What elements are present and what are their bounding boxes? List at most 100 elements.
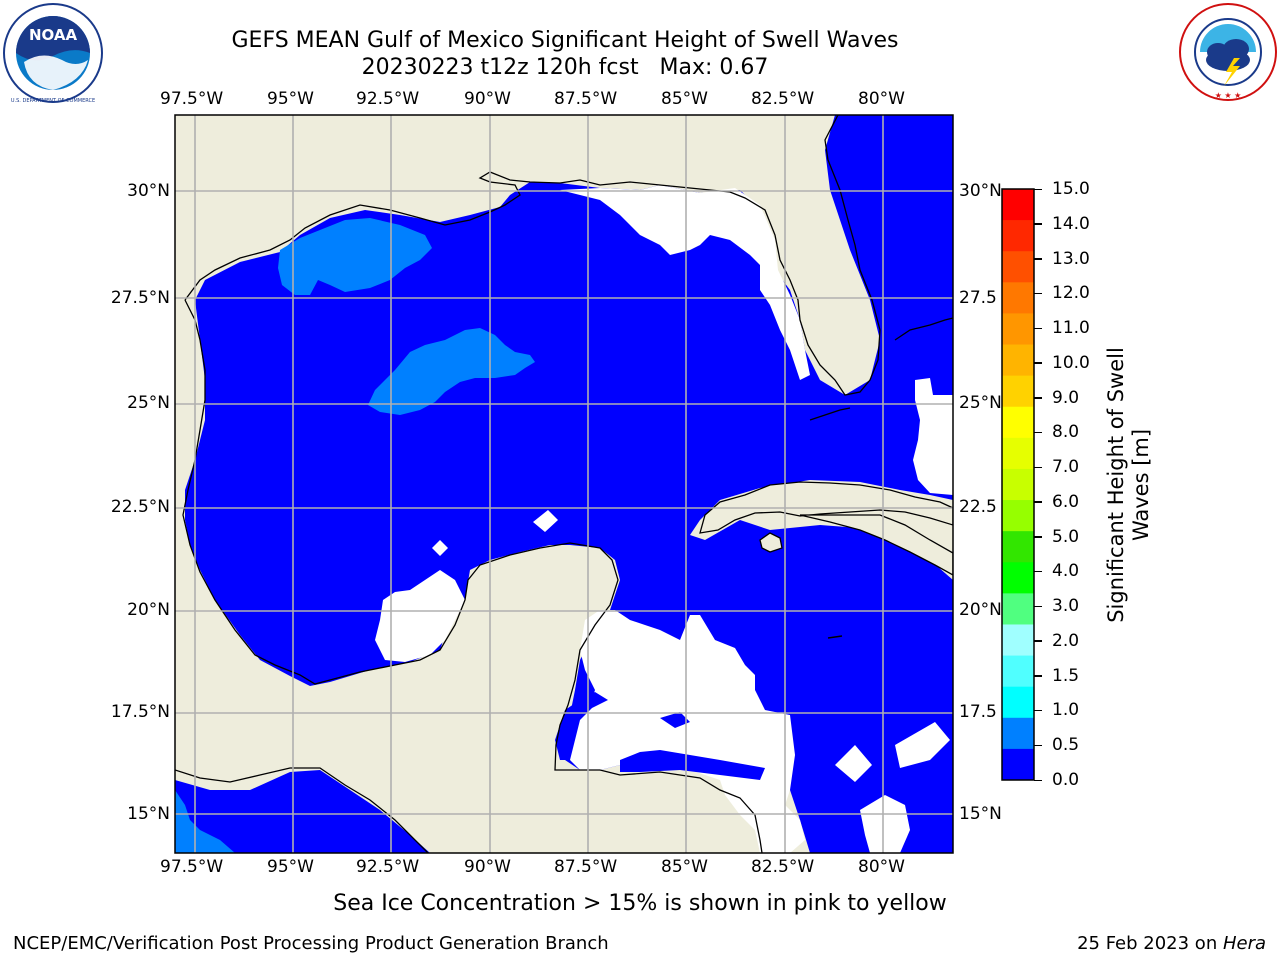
- graticule: [175, 115, 953, 853]
- colorbar-segment: [1002, 313, 1034, 346]
- colorbar-tick-label: 3.0: [1052, 596, 1080, 617]
- sea-ice-note: Sea Ice Concentration > 15% is shown in …: [333, 891, 947, 916]
- colorbar-tick-mark: [1034, 744, 1042, 747]
- lon-label-top: 85°W: [661, 89, 708, 109]
- colorbar-tick-mark: [1034, 431, 1042, 434]
- texas-mexico-coastline: [182, 299, 619, 771]
- colorbar-segment: [1002, 717, 1034, 750]
- colorbar-segment: [1002, 375, 1034, 408]
- colorbar: [1001, 188, 1035, 781]
- lon-label-bottom: 80°W: [858, 857, 905, 877]
- lat-label-right: 20°N: [959, 600, 1002, 620]
- lat-label-left: 15°N: [127, 804, 170, 824]
- colorbar-segment: [1002, 406, 1034, 439]
- lon-label-bottom: 85°W: [661, 857, 708, 877]
- nodata-bahamas: [913, 378, 953, 495]
- blue-pocket-3: [660, 712, 690, 728]
- us-gulf-coastline: [184, 115, 881, 396]
- colorbar-tick-mark: [1034, 779, 1042, 781]
- lat-label-right: 25°N: [959, 393, 1002, 413]
- pacific-coastline: [175, 767, 429, 853]
- colorbar-tick-label: 9.0: [1052, 387, 1080, 408]
- colorbar-tick-label: 15.0: [1052, 179, 1090, 199]
- lon-label-top: 80°W: [858, 89, 905, 109]
- colorbar-segment: [1002, 500, 1034, 532]
- colorbar-segment: [1002, 437, 1034, 470]
- nodata-caribbean: [565, 610, 805, 853]
- colorbar-tick-mark: [1034, 258, 1042, 260]
- colorbar-segment: [1002, 251, 1034, 283]
- colorbar-tick-label: 4.0: [1052, 561, 1080, 582]
- swell-area-north: [278, 218, 432, 295]
- nodata-east-caribbean: [895, 722, 950, 768]
- footer-date: 25 Feb 2023 on: [1077, 933, 1223, 954]
- lat-label-left: 17.5°N: [110, 702, 170, 722]
- colorbar-tick-label: 13.0: [1052, 248, 1090, 269]
- svg-text:★ ★ ★: ★ ★ ★: [1215, 91, 1242, 100]
- lat-label-right: 27.5: [959, 288, 997, 308]
- colorbar-tick-mark: [1034, 223, 1042, 225]
- colorbar-segment: [1002, 624, 1034, 657]
- colorbar-segment: [1002, 686, 1034, 719]
- colorbar-label-line1: Significant Height of Swell: [1104, 347, 1128, 623]
- colorbar-segment: [1002, 531, 1034, 563]
- noaa-center-text: NOAA: [29, 26, 78, 44]
- colorbar-tick-label: 2.0: [1052, 630, 1080, 651]
- colorbar-tick-mark: [1034, 466, 1042, 469]
- lat-label-left: 22.5°N: [110, 497, 170, 517]
- lat-label-left: 30°N: [127, 181, 170, 201]
- blue-pocket-2: [555, 692, 608, 760]
- colorbar-segment: [1002, 468, 1034, 501]
- lat-label-left: 27.5°N: [110, 288, 170, 308]
- noaa-bottom-text: U.S. DEPARTMENT OF COMMERCE: [11, 98, 95, 104]
- colorbar-tick-mark: [1034, 397, 1042, 399]
- colorbar-tick-mark: [1034, 362, 1042, 364]
- footer-host: Hera: [1222, 933, 1266, 954]
- colorbar-segment: [1002, 282, 1034, 314]
- florida-keys: [809, 407, 851, 421]
- colorbar-tick-mark: [1034, 640, 1042, 642]
- lat-label-left: 20°N: [127, 600, 170, 620]
- colorbar-segment: [1002, 748, 1034, 781]
- nodata-yucatan-channel: [533, 510, 558, 532]
- colorbar-tick-label: 1.5: [1052, 665, 1080, 686]
- lon-label-top: 95°W: [267, 89, 314, 109]
- nodata-cayman: [835, 745, 872, 782]
- colorbar-tick-label: 0.5: [1052, 735, 1080, 756]
- cuba-south-coast: [799, 514, 953, 576]
- colorbar-segment: [1002, 220, 1034, 252]
- colorbar-label-line2: Waves [m]: [1129, 428, 1153, 542]
- colorbar-tick-mark: [1034, 605, 1042, 608]
- colorbar-segment: [1002, 344, 1034, 377]
- pacific-water: [175, 770, 430, 853]
- lon-label-bottom: 82.5°W: [751, 857, 815, 877]
- lat-label-right: 22.5: [959, 497, 997, 517]
- colorbar-tick-mark: [1034, 327, 1042, 330]
- colorbar-tick-label: 6.0: [1052, 491, 1080, 512]
- swell-area-central: [368, 328, 535, 415]
- colorbar-label: Significant Height of Swell Waves [m]: [1104, 347, 1154, 623]
- colorbar-tick-mark: [1034, 675, 1042, 677]
- colorbar-tick-label: 10.0: [1052, 352, 1090, 373]
- central-america-coastline: [599, 769, 763, 853]
- colorbar-tick-label: 7.0: [1052, 457, 1080, 478]
- cayman-island: [827, 635, 843, 639]
- footer-right: 25 Feb 2023 on Hera: [1077, 933, 1266, 955]
- colorbar-tick-mark: [1034, 501, 1042, 503]
- map-title: GEFS MEAN Gulf of Mexico Significant Hei…: [231, 28, 899, 53]
- isle-of-youth: [759, 532, 783, 553]
- lon-label-top: 92.5°W: [356, 89, 420, 109]
- lon-label-top: 87.5°W: [554, 89, 618, 109]
- lon-label-bottom: 95°W: [267, 857, 314, 877]
- nodata-south-east: [860, 795, 910, 853]
- colorbar-tick-mark: [1034, 709, 1042, 712]
- colorbar-tick-mark: [1034, 536, 1042, 538]
- pacific-light-water: [175, 790, 235, 853]
- colorbar-segment: [1002, 655, 1034, 688]
- colorbar-tick-mark: [1034, 570, 1042, 573]
- nodata-campeche: [375, 570, 465, 662]
- colorbar-segment: [1002, 593, 1034, 625]
- lat-label-right: 30°N: [959, 181, 1002, 201]
- lon-label-bottom: 90°W: [464, 857, 511, 877]
